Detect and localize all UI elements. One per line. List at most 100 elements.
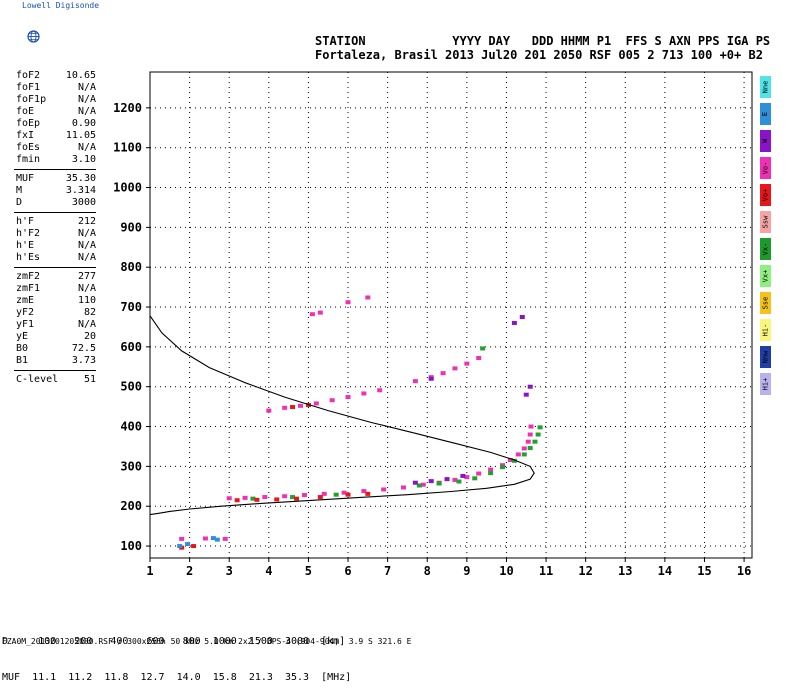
- x-tick-label: 1: [146, 564, 153, 578]
- param-name: yE: [16, 331, 29, 342]
- param-name: foE: [16, 106, 35, 117]
- echo-point: [472, 476, 478, 481]
- param-value: N/A: [77, 252, 96, 263]
- echo-point: [313, 401, 319, 406]
- legend-label: Ssw: [761, 215, 770, 229]
- param-value: N/A: [77, 228, 96, 239]
- param-row: yF2 82: [0, 307, 100, 319]
- param-name: C-level: [16, 374, 59, 385]
- param-name: M: [16, 185, 23, 196]
- echo-point: [499, 465, 505, 470]
- legend-swatch: Nnw: [760, 346, 771, 368]
- header-labels: STATION YYYY DAY DDD HHMM P1 FFS S AXN P…: [315, 34, 771, 48]
- y-tick-label: 500: [120, 380, 142, 394]
- echo-point: [523, 392, 529, 397]
- legend-swatch: Vx+: [760, 265, 771, 287]
- echo-point: [527, 446, 533, 451]
- muf-frequency-row: MUF 11.1 11.2 11.8 12.7 14.0 15.8 21.3 3…: [2, 672, 352, 683]
- echo-point: [525, 439, 531, 444]
- x-tick-label: 15: [697, 564, 711, 578]
- param-row: yE 20: [0, 331, 100, 343]
- echo-point: [345, 492, 351, 497]
- legend-swatch: Vx-: [760, 238, 771, 260]
- echo-point: [290, 405, 296, 410]
- param-value: 277: [77, 271, 96, 282]
- param-row: MUF 35.30: [0, 173, 100, 185]
- echo-point: [329, 398, 335, 403]
- echo-point: [333, 492, 339, 497]
- y-tick-label: 100: [120, 539, 142, 553]
- echo-point: [191, 544, 197, 549]
- echo-point: [428, 479, 434, 484]
- legend-swatch: Sse: [760, 292, 771, 314]
- param-row: foF1 N/A: [0, 82, 100, 94]
- param-value: 0.90: [71, 118, 96, 129]
- param-value: N/A: [77, 283, 96, 294]
- param-name: h'Es: [16, 252, 41, 263]
- param-row: B1 3.73: [0, 355, 100, 367]
- plot-frame: [149, 71, 753, 559]
- y-tick-label: 600: [120, 340, 142, 354]
- echo-point: [282, 405, 288, 410]
- echo-point: [527, 432, 533, 437]
- param-row: zmE 110: [0, 295, 100, 307]
- legend-label: Vo+: [761, 188, 770, 202]
- echo-point: [298, 403, 303, 408]
- x-tick-label: 12: [578, 564, 592, 578]
- param-value: 11.05: [65, 130, 96, 141]
- param-name: foEp: [16, 118, 41, 129]
- legend-swatch: Vo-: [760, 157, 771, 179]
- parameter-panel: foF2 10.65 foF1 N/A foF1p N/A foE N/A foEp 0.90 fx…: [0, 70, 100, 386]
- echo-point: [365, 491, 371, 496]
- param-value: 72.5: [71, 343, 96, 354]
- legend-swatch: Hi+: [760, 373, 771, 395]
- ionogram-chart: 1 2 3 4 5 6 7 8 9 10 11 12 13 14 15 1610020030040050060…: [113, 71, 753, 578]
- param-name: fxI: [16, 130, 35, 141]
- param-value: 3.314: [65, 185, 96, 196]
- legend-swatch: W: [760, 130, 771, 152]
- legend-label: Nne: [761, 80, 770, 94]
- y-tick-label: 800: [120, 260, 142, 274]
- param-name: foF2: [16, 70, 41, 81]
- echo-point: [412, 379, 418, 384]
- param-row: foEs N/A: [0, 142, 100, 154]
- param-value: 35.30: [65, 173, 96, 184]
- echo-point: [412, 480, 418, 485]
- param-name: zmF1: [16, 283, 41, 294]
- echo-point: [400, 485, 406, 490]
- legend-label: Vx-: [761, 242, 770, 256]
- echo-point: [361, 391, 367, 396]
- echo-point: [214, 537, 220, 542]
- param-row: foE N/A: [0, 106, 100, 118]
- echo-point: [460, 473, 466, 478]
- legend-label: E: [761, 111, 770, 117]
- x-tick-label: 16: [737, 564, 751, 578]
- echo-point: [444, 477, 450, 482]
- param-divider: [0, 367, 100, 374]
- echo-point: [266, 408, 272, 413]
- echo-point: [436, 481, 442, 486]
- echo-point: [428, 376, 434, 381]
- legend-label: W: [761, 138, 770, 144]
- param-value: 212: [77, 216, 96, 227]
- x-tick-label: 11: [539, 564, 553, 578]
- y-tick-label: 400: [120, 420, 142, 434]
- echo-point: [234, 498, 240, 503]
- y-tick-label: 1100: [113, 141, 142, 155]
- echo-point: [521, 452, 527, 457]
- echo-point: [345, 395, 351, 400]
- legend-swatch: E: [760, 103, 771, 125]
- echo-point: [301, 493, 307, 498]
- polarization-legend: Nne E W Vo- Vo+ Ssw Vx- Vx+ Sse Hi- Nnw Hi+: [760, 76, 772, 400]
- param-name: foEs: [16, 142, 41, 153]
- echo-point: [377, 388, 383, 393]
- echo-point: [250, 496, 256, 501]
- param-row: M 3.314: [0, 185, 100, 197]
- echo-point: [262, 495, 268, 500]
- param-value: N/A: [77, 94, 96, 105]
- param-row: h'F2 N/A: [0, 228, 100, 240]
- param-row: zmF1 N/A: [0, 283, 100, 295]
- echo-point: [179, 536, 185, 541]
- x-tick-label: 14: [658, 564, 672, 578]
- param-row: foF1p N/A: [0, 94, 100, 106]
